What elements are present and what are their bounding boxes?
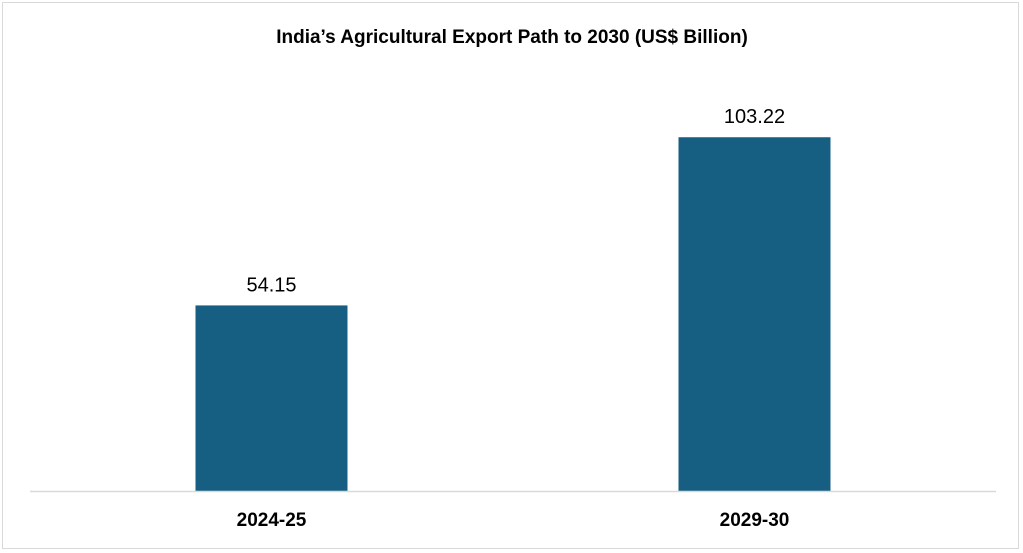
data-label-2024-25: 54.15 <box>246 274 296 296</box>
x-tick-label-2024-25: 2024-25 <box>237 510 307 531</box>
bars-group <box>195 137 831 491</box>
x-tick-label-2029-30: 2029-30 <box>720 510 790 531</box>
chart-title: India’s Agricultural Export Path to 2030… <box>276 27 748 48</box>
bar-2024-25 <box>195 305 348 491</box>
bar-2029-30 <box>678 137 831 491</box>
data-label-2029-30: 103.22 <box>724 106 785 128</box>
labels-group: 54.15 2024-25 103.22 2029-30 <box>237 106 790 531</box>
